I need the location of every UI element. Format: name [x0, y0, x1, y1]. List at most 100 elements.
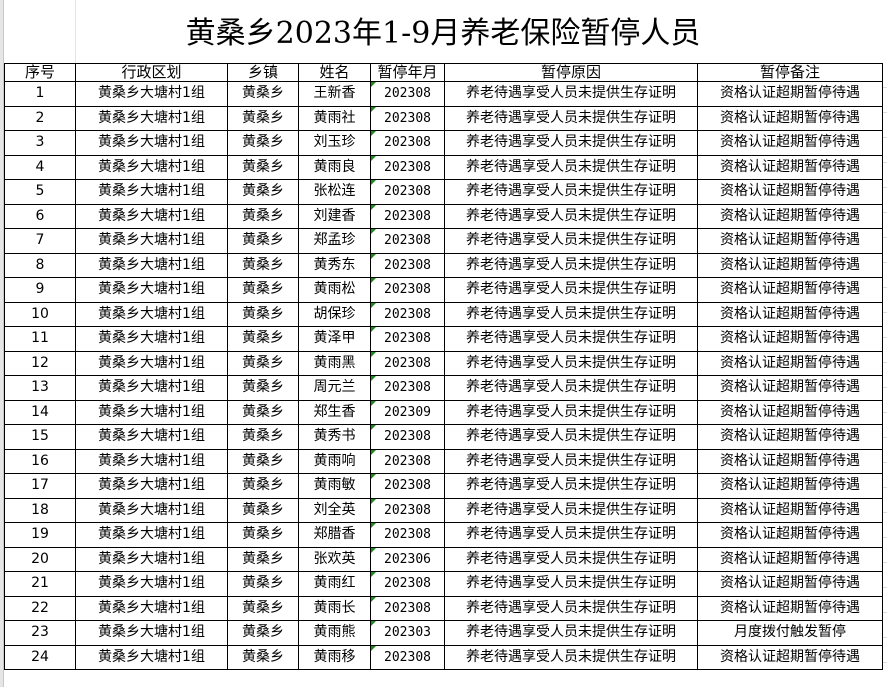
cell-col-reason[interactable]: 养老待遇享受人员未提供生存证明 [444, 448, 698, 474]
cell-col-town[interactable]: 黄桑乡 [227, 105, 299, 131]
cell-col-district[interactable]: 黄桑乡大塘村1组 [75, 105, 228, 131]
cell-col-month[interactable]: 202308 [370, 179, 445, 205]
cell-col-district[interactable]: 黄桑乡大塘村1组 [75, 497, 228, 523]
cell-col-note[interactable]: 资格认证超期暂停待遇 [697, 228, 883, 254]
cell-col-month[interactable]: 202308 [370, 644, 445, 670]
cell-col-note[interactable]: 资格认证超期暂停待遇 [697, 277, 883, 303]
cell-col-name[interactable]: 黄雨响 [298, 448, 371, 474]
cell-col-reason[interactable]: 养老待遇享受人员未提供生存证明 [444, 326, 698, 352]
cell-col-town[interactable]: 黄桑乡 [227, 326, 299, 352]
cell-col-index[interactable]: 7 [4, 228, 76, 254]
cell-col-reason[interactable]: 养老待遇享受人员未提供生存证明 [444, 154, 698, 180]
cell-col-district[interactable]: 黄桑乡大塘村1组 [75, 326, 228, 352]
cell-col-name[interactable]: 周元兰 [298, 375, 371, 401]
cell-col-reason[interactable]: 养老待遇享受人员未提供生存证明 [444, 301, 698, 327]
cell-col-note[interactable]: 资格认证超期暂停待遇 [697, 497, 883, 523]
cell-col-month[interactable]: 202303 [370, 620, 445, 646]
cell-col-month[interactable]: 202308 [370, 203, 445, 229]
cell-col-name[interactable]: 张欢英 [298, 546, 371, 572]
cell-col-reason[interactable]: 养老待遇享受人员未提供生存证明 [444, 252, 698, 278]
cell-col-reason[interactable]: 养老待遇享受人员未提供生存证明 [444, 105, 698, 131]
cell-col-name[interactable]: 黄泽甲 [298, 326, 371, 352]
cell-col-reason[interactable]: 养老待遇享受人员未提供生存证明 [444, 644, 698, 670]
cell-col-reason[interactable]: 养老待遇享受人员未提供生存证明 [444, 228, 698, 254]
cell-col-town[interactable]: 黄桑乡 [227, 277, 299, 303]
cell-col-index[interactable]: 19 [4, 522, 76, 548]
cell-col-month[interactable]: 202308 [370, 350, 445, 376]
cell-col-reason[interactable]: 养老待遇享受人员未提供生存证明 [444, 203, 698, 229]
cell-col-note[interactable]: 资格认证超期暂停待遇 [697, 130, 883, 156]
cell-col-month[interactable]: 202308 [370, 301, 445, 327]
cell-col-month[interactable]: 202309 [370, 399, 445, 425]
cell-col-town[interactable]: 黄桑乡 [227, 154, 299, 180]
cell-col-reason[interactable]: 养老待遇享受人员未提供生存证明 [444, 179, 698, 205]
cell-col-district[interactable]: 黄桑乡大塘村1组 [75, 130, 228, 156]
cell-col-reason[interactable]: 养老待遇享受人员未提供生存证明 [444, 571, 698, 597]
cell-col-reason[interactable]: 养老待遇享受人员未提供生存证明 [444, 522, 698, 548]
cell-col-index[interactable]: 14 [4, 399, 76, 425]
cell-col-town[interactable]: 黄桑乡 [227, 448, 299, 474]
cell-col-town[interactable]: 黄桑乡 [227, 350, 299, 376]
cell-col-district[interactable]: 黄桑乡大塘村1组 [75, 375, 228, 401]
cell-col-district[interactable]: 黄桑乡大塘村1组 [75, 277, 228, 303]
cell-col-index[interactable]: 12 [4, 350, 76, 376]
cell-col-district[interactable]: 黄桑乡大塘村1组 [75, 473, 228, 499]
cell-col-note[interactable]: 资格认证超期暂停待遇 [697, 301, 883, 327]
cell-col-town[interactable]: 黄桑乡 [227, 130, 299, 156]
cell-col-month[interactable]: 202308 [370, 105, 445, 131]
cell-col-note[interactable]: 资格认证超期暂停待遇 [697, 252, 883, 278]
cell-col-index[interactable]: 23 [4, 620, 76, 646]
cell-col-month[interactable]: 202308 [370, 252, 445, 278]
cell-col-name[interactable]: 郑生香 [298, 399, 371, 425]
cell-col-district[interactable]: 黄桑乡大塘村1组 [75, 399, 228, 425]
cell-col-town[interactable]: 黄桑乡 [227, 473, 299, 499]
cell-col-note[interactable]: 资格认证超期暂停待遇 [697, 350, 883, 376]
cell-col-district[interactable]: 黄桑乡大塘村1组 [75, 81, 228, 107]
cell-col-note[interactable]: 资格认证超期暂停待遇 [697, 522, 883, 548]
cell-col-note[interactable]: 资格认证超期暂停待遇 [697, 644, 883, 670]
cell-col-reason[interactable]: 养老待遇享受人员未提供生存证明 [444, 130, 698, 156]
cell-col-name[interactable]: 黄秀书 [298, 424, 371, 450]
cell-col-note[interactable]: 资格认证超期暂停待遇 [697, 399, 883, 425]
cell-col-name[interactable]: 郑腊香 [298, 522, 371, 548]
cell-col-town[interactable]: 黄桑乡 [227, 497, 299, 523]
cell-col-index[interactable]: 6 [4, 203, 76, 229]
cell-col-reason[interactable]: 养老待遇享受人员未提供生存证明 [444, 399, 698, 425]
cell-col-index[interactable]: 20 [4, 546, 76, 572]
cell-col-month[interactable]: 202308 [370, 130, 445, 156]
cell-col-reason[interactable]: 养老待遇享受人员未提供生存证明 [444, 473, 698, 499]
header-col-name[interactable]: 姓名 [298, 63, 371, 82]
cell-col-note[interactable]: 资格认证超期暂停待遇 [697, 81, 883, 107]
cell-col-district[interactable]: 黄桑乡大塘村1组 [75, 522, 228, 548]
cell-col-reason[interactable]: 养老待遇享受人员未提供生存证明 [444, 497, 698, 523]
cell-col-note[interactable]: 月度拨付触发暂停 [697, 620, 883, 646]
cell-col-month[interactable]: 202308 [370, 375, 445, 401]
cell-col-month[interactable]: 202308 [370, 424, 445, 450]
header-col-reason[interactable]: 暂停原因 [444, 63, 698, 82]
cell-col-index[interactable]: 21 [4, 571, 76, 597]
header-col-month[interactable]: 暂停年月 [370, 63, 445, 82]
cell-col-reason[interactable]: 养老待遇享受人员未提供生存证明 [444, 81, 698, 107]
cell-col-district[interactable]: 黄桑乡大塘村1组 [75, 595, 228, 621]
header-col-district[interactable]: 行政区划 [75, 63, 228, 82]
cell-col-town[interactable]: 黄桑乡 [227, 228, 299, 254]
cell-col-month[interactable]: 202308 [370, 473, 445, 499]
cell-col-name[interactable]: 郑孟珍 [298, 228, 371, 254]
cell-col-name[interactable]: 黄雨社 [298, 105, 371, 131]
cell-col-month[interactable]: 202306 [370, 546, 445, 572]
cell-col-reason[interactable]: 养老待遇享受人员未提供生存证明 [444, 595, 698, 621]
cell-col-month[interactable]: 202308 [370, 571, 445, 597]
cell-col-name[interactable]: 王新香 [298, 81, 371, 107]
cell-col-town[interactable]: 黄桑乡 [227, 179, 299, 205]
cell-col-reason[interactable]: 养老待遇享受人员未提供生存证明 [444, 277, 698, 303]
cell-col-note[interactable]: 资格认证超期暂停待遇 [697, 105, 883, 131]
cell-col-district[interactable]: 黄桑乡大塘村1组 [75, 424, 228, 450]
cell-col-name[interactable]: 刘建香 [298, 203, 371, 229]
cell-col-index[interactable]: 16 [4, 448, 76, 474]
cell-col-reason[interactable]: 养老待遇享受人员未提供生存证明 [444, 424, 698, 450]
cell-col-month[interactable]: 202308 [370, 522, 445, 548]
cell-col-name[interactable]: 黄雨良 [298, 154, 371, 180]
cell-col-name[interactable]: 黄雨敏 [298, 473, 371, 499]
cell-col-note[interactable]: 资格认证超期暂停待遇 [697, 546, 883, 572]
cell-col-index[interactable]: 3 [4, 130, 76, 156]
